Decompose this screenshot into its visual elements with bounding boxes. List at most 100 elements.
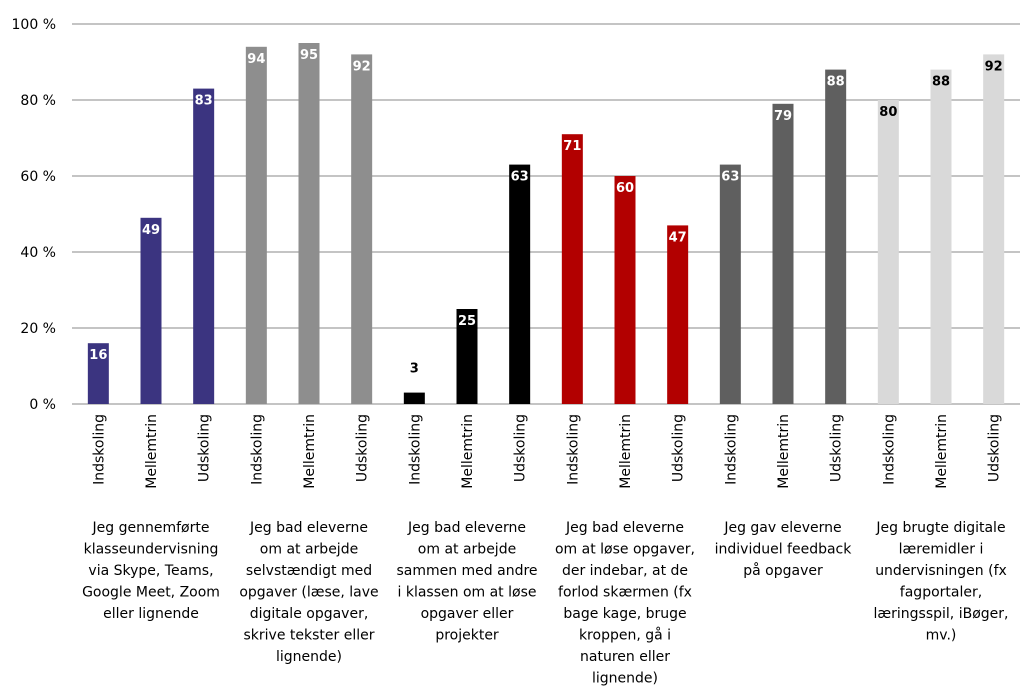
bar xyxy=(456,309,478,404)
bar xyxy=(561,134,583,404)
x-tick-label: Udskoling xyxy=(355,414,371,482)
group-label-line: Jeg bad eleverne xyxy=(565,520,684,536)
bar xyxy=(87,343,109,404)
x-tick-label: Mellemtrin xyxy=(144,414,160,489)
group-label-line: selvstændigt med xyxy=(246,563,372,579)
data-labels: 16 49 83 94 95 92 3 25 63 71 60 47 63 79 88 80 88 92 xyxy=(89,48,1002,377)
bar xyxy=(719,164,741,404)
group-label-line: på opgaver xyxy=(743,562,823,579)
data-label: 92 xyxy=(985,59,1003,74)
data-label: 94 xyxy=(247,52,265,67)
y-tick-label: 40 % xyxy=(20,245,56,261)
data-label: 49 xyxy=(142,223,160,238)
group-label: Jeg gav eleverne individuel feedback på op… xyxy=(715,520,853,579)
group-label: Jeg gennemførte klasseundervisning via Sky… xyxy=(82,520,220,622)
group-label-line: opgaver eller xyxy=(421,606,514,622)
group-label-line: skrive tekster eller xyxy=(244,628,375,644)
data-label: 71 xyxy=(563,139,581,154)
data-label: 80 xyxy=(879,105,897,120)
y-tick-label: 20 % xyxy=(20,321,56,337)
group-label-line: digitale opgaver, xyxy=(250,606,369,622)
bar xyxy=(930,69,952,404)
group-label-line: klasseundervisning xyxy=(84,542,219,558)
group-label-line: lignende) xyxy=(276,649,342,665)
bar xyxy=(193,88,215,404)
x-tick-label: Indskoling xyxy=(565,414,581,485)
bar xyxy=(772,103,794,405)
group-label: Jeg bad eleverne om at løse opgaver, der i… xyxy=(555,520,695,687)
x-tick-label: Indskoling xyxy=(91,414,107,485)
x-tick-label: Udskoling xyxy=(513,414,529,482)
y-tick-label: 80 % xyxy=(20,93,56,109)
bar xyxy=(298,43,320,404)
group-label-line: bage kage, bruge xyxy=(563,606,686,622)
x-tick-label: Mellemtrin xyxy=(302,414,318,489)
bar xyxy=(403,392,425,404)
y-tick-label: 60 % xyxy=(20,169,56,185)
data-label: 25 xyxy=(458,314,476,329)
x-tick-label: Udskoling xyxy=(197,414,213,482)
x-category-labels: Indskoling Mellemtrin Udskoling Indskoling M… xyxy=(91,414,1002,489)
data-label: 47 xyxy=(669,230,687,245)
data-label: 83 xyxy=(195,94,213,109)
data-label: 95 xyxy=(300,48,318,63)
group-label-line: lignende) xyxy=(592,671,658,687)
group-label-line: fagportaler, xyxy=(900,585,982,601)
data-label: 88 xyxy=(827,75,845,90)
x-tick-label: Udskoling xyxy=(671,414,687,482)
data-label: 16 xyxy=(89,348,107,363)
x-tick-label: Indskoling xyxy=(881,414,897,485)
group-label-line: individuel feedback xyxy=(715,542,853,558)
group-label-line: læringsspil, iBøger, xyxy=(874,606,1009,622)
data-label: 63 xyxy=(511,170,529,185)
bar xyxy=(877,100,899,404)
group-label-line: der indebar, at de xyxy=(562,563,688,579)
group-label-line: opgaver (læse, lave xyxy=(239,585,378,601)
bar xyxy=(983,54,1005,405)
x-tick-label: Udskoling xyxy=(829,414,845,482)
group-label-line: via Skype, Teams, xyxy=(88,563,213,579)
data-label: 63 xyxy=(721,170,739,185)
group-label-line: Jeg bad eleverne xyxy=(249,520,368,536)
group-label-line: Jeg gav eleverne xyxy=(723,520,841,536)
x-tick-label: Mellemtrin xyxy=(776,414,792,489)
data-label: 92 xyxy=(353,59,371,74)
data-label: 60 xyxy=(616,181,634,196)
bar xyxy=(351,54,373,405)
bar xyxy=(509,164,531,404)
group-label-line: Google Meet, Zoom xyxy=(82,585,220,601)
x-tick-label: Mellemtrin xyxy=(618,414,634,489)
bar xyxy=(140,217,162,404)
group-label-line: undervisningen (fx xyxy=(875,563,1007,579)
y-tick-label: 0 % xyxy=(29,397,56,413)
group-labels: Jeg gennemførte klasseundervisning via Sky… xyxy=(82,520,1008,687)
group-label: Jeg brugte digitale læremidler i undervisn… xyxy=(874,520,1009,644)
gridlines xyxy=(72,23,1020,405)
group-label-line: om at arbejde xyxy=(418,542,516,558)
group-label-line: kroppen, gå i xyxy=(579,627,671,644)
x-tick-label: Indskoling xyxy=(723,414,739,485)
y-axis: 0 % 20 % 40 % 60 % 80 % 100 % xyxy=(12,17,56,413)
group-label-line: Jeg brugte digitale xyxy=(875,520,1005,536)
group-label-line: projekter xyxy=(435,628,499,644)
bar xyxy=(825,69,847,404)
group-label-line: naturen eller xyxy=(580,649,670,665)
group-label-line: Jeg bad eleverne xyxy=(407,520,526,536)
data-label: 3 xyxy=(410,362,419,377)
group-label-line: om at arbejde xyxy=(260,542,358,558)
data-label: 79 xyxy=(774,109,792,124)
group-label-line: Jeg gennemførte xyxy=(92,520,210,536)
x-tick-label: Indskoling xyxy=(407,414,423,485)
x-tick-label: Mellemtrin xyxy=(934,414,950,489)
x-tick-label: Mellemtrin xyxy=(460,414,476,489)
data-label: 88 xyxy=(932,75,950,90)
x-tick-label: Indskoling xyxy=(249,414,265,485)
group-label: Jeg bad eleverne om at arbejde sammen med … xyxy=(396,520,537,644)
bars xyxy=(87,43,1005,405)
bar xyxy=(245,46,267,405)
group-label-line: sammen med andre xyxy=(396,563,537,579)
y-tick-label: 100 % xyxy=(12,17,56,33)
group-label-line: forlod skærmen (fx xyxy=(558,585,692,601)
group-label-line: mv.) xyxy=(926,628,957,644)
